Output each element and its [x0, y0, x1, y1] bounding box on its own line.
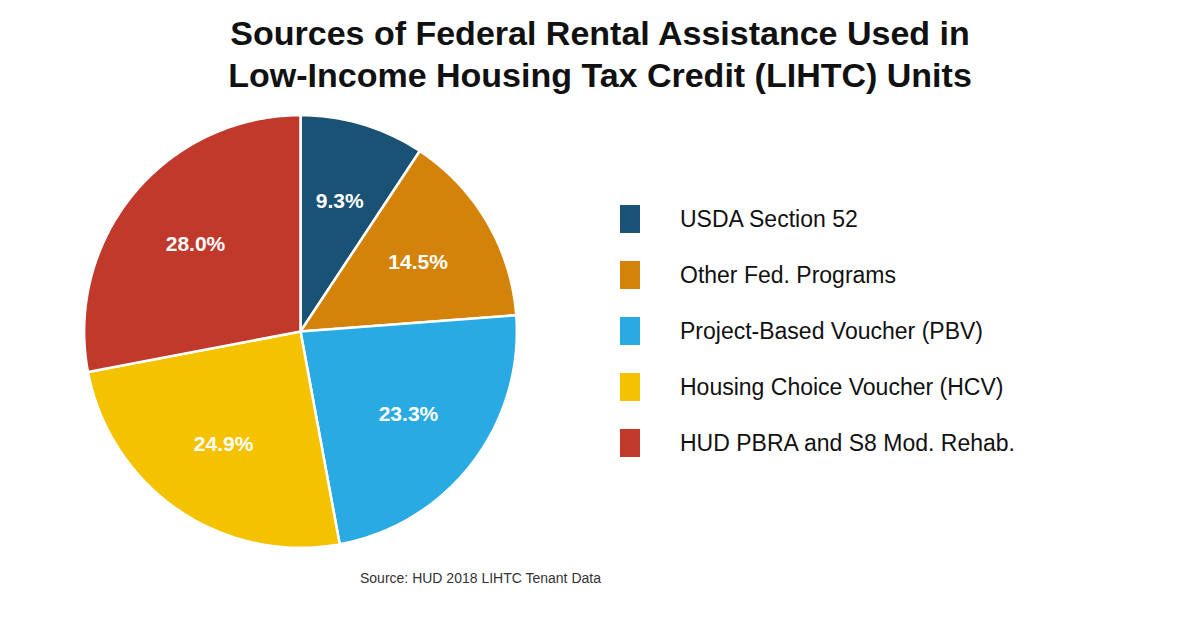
svg-text:24.9%: 24.9% — [194, 432, 254, 455]
html-text:Other Fed. Programs: Other Fed. Programs — [680, 261, 896, 288]
svg-text:23.3%: 23.3% — [379, 402, 439, 425]
svg-text:14.5%: 14.5% — [388, 250, 448, 273]
html-text:Housing Choice Voucher (HCV): Housing Choice Voucher (HCV) — [680, 373, 1004, 400]
svg-text:9.3%: 9.3% — [316, 189, 364, 212]
html-text:Project-Based Voucher (PBV): Project-Based Voucher (PBV) — [680, 317, 983, 344]
html-text:Low-Income Housing Tax Credit: Low-Income Housing Tax Credit (LIHTC) Un… — [228, 56, 972, 94]
html-text:Sources of Federal Rental Assi: Sources of Federal Rental Assistance Use… — [230, 14, 970, 52]
html-text:HUD PBRA and S8 Mod. Rehab.: HUD PBRA and S8 Mod. Rehab. — [680, 429, 1015, 456]
svg-text:28.0%: 28.0% — [166, 232, 226, 255]
html-text:Source: HUD 2018 LIHTC Tenant: Source: HUD 2018 LIHTC Tenant Data — [360, 570, 601, 586]
html-text:USDA Section 52: USDA Section 52 — [680, 205, 858, 232]
